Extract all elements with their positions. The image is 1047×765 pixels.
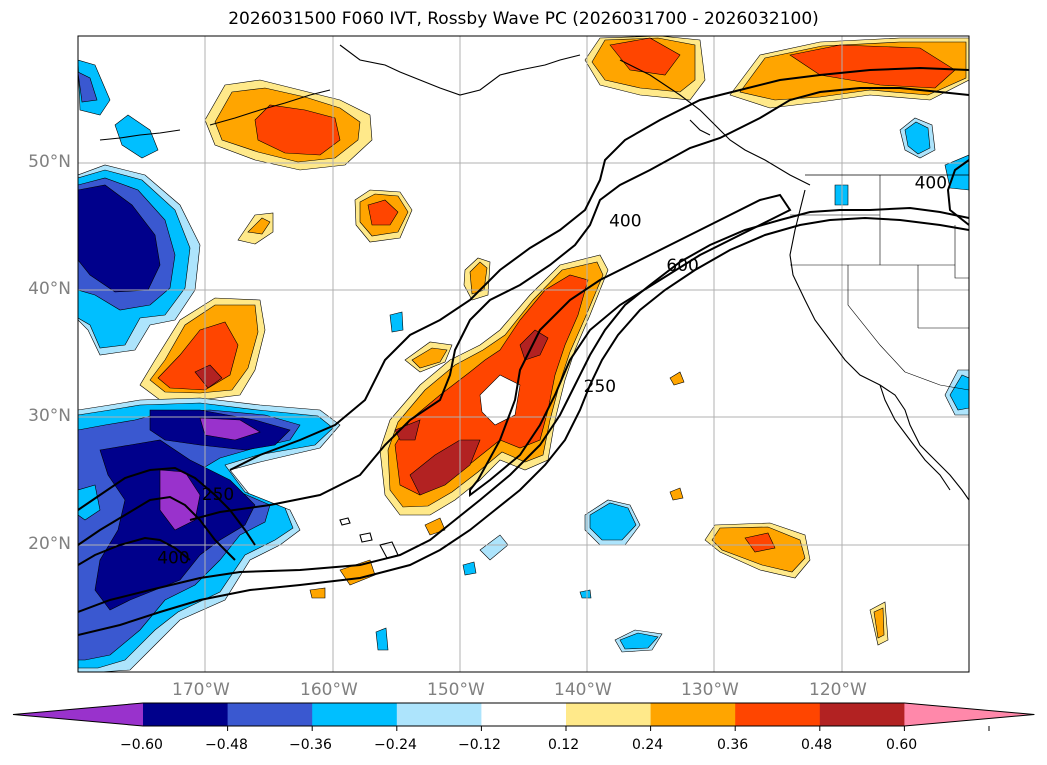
lat-tick-30: 30°N <box>28 406 71 426</box>
colorbar-bin <box>650 703 736 726</box>
plot-area: 400 600 250 250 400 400 <box>78 36 969 672</box>
colorbar-bin <box>396 703 482 726</box>
ivt-shading <box>78 36 969 672</box>
contour-labels: 400 600 250 250 400 400 <box>157 173 947 569</box>
lon-tick-160w: 160°W <box>300 680 358 700</box>
contour-label: 250 <box>584 377 616 397</box>
coastlines <box>99 44 969 559</box>
colorbar-label: 0.60 <box>886 737 918 753</box>
colorbar-label: −0.24 <box>374 737 417 753</box>
colorbar-label: −0.60 <box>120 737 163 753</box>
contour-label: 400 <box>915 173 947 193</box>
contour-label: 400 <box>157 549 189 569</box>
colorbar-extend-low <box>13 703 143 726</box>
colorbar-label: 0.12 <box>548 737 580 753</box>
colorbar-label: 0.48 <box>801 737 833 753</box>
colorbar <box>12 702 1035 731</box>
colorbar-label: 0.24 <box>632 737 664 753</box>
colorbar-label: −0.36 <box>289 737 332 753</box>
colorbar-bin <box>312 703 398 726</box>
lat-tick-20: 20°N <box>28 534 71 554</box>
colorbar-extend-high <box>904 703 1035 726</box>
colorbar-bin <box>819 703 905 726</box>
lon-tick-140w: 140°W <box>554 680 612 700</box>
colorbar-label: −0.48 <box>205 737 248 753</box>
colorbar-bin <box>481 703 567 726</box>
lon-tick-170w: 170°W <box>172 680 230 700</box>
lat-tick-50: 50°N <box>28 152 71 172</box>
ivt-contours <box>78 66 969 636</box>
contour-label: 400 <box>609 211 641 231</box>
contour-label: 250 <box>202 485 234 505</box>
colorbar-bin <box>143 703 229 726</box>
colorbar-bin <box>227 703 313 726</box>
lon-tick-120w: 120°W <box>809 680 867 700</box>
plot-frame <box>77 35 970 673</box>
lon-tick-130w: 130°W <box>681 680 739 700</box>
colorbar-label: 0.36 <box>717 737 749 753</box>
colorbar-bin <box>566 703 652 726</box>
lon-tick-150w: 150°W <box>427 680 485 700</box>
colorbar-bin <box>735 703 821 726</box>
gridlines <box>78 36 969 672</box>
lat-tick-40: 40°N <box>28 279 71 299</box>
map-title: 2026031500 F060 IVT, Rossby Wave PC (202… <box>228 9 819 29</box>
colorbar-label: −0.12 <box>458 737 501 753</box>
colorbar-outline <box>12 702 1035 727</box>
contour-label: 600 <box>666 256 698 276</box>
